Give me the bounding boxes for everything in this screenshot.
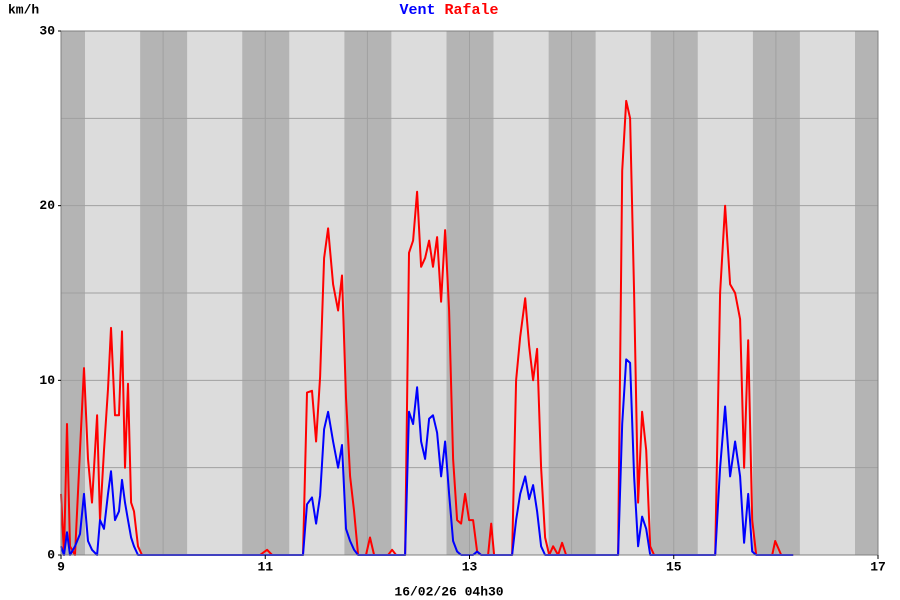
x-tick-label: 13 [462,559,478,574]
y-tick-label: 0 [47,547,55,562]
y-tick-label: 30 [39,23,55,38]
x-tick-label: 15 [666,559,682,574]
x-axis-label: 16/02/26 04h30 [394,584,503,599]
series-line [60,358,794,556]
x-tick-label: 11 [257,559,273,574]
x-tick-label: 9 [57,559,65,574]
x-tick-label: 17 [870,559,886,574]
series-line [60,99,794,556]
y-tick-label: 10 [39,373,55,388]
legend-entry: Rafale [445,2,499,19]
y-tick-label: 20 [39,198,55,213]
y-axis-label: km/h [8,2,39,17]
legend-entry: Vent [399,2,435,19]
legend: Vent Rafale [399,2,498,19]
